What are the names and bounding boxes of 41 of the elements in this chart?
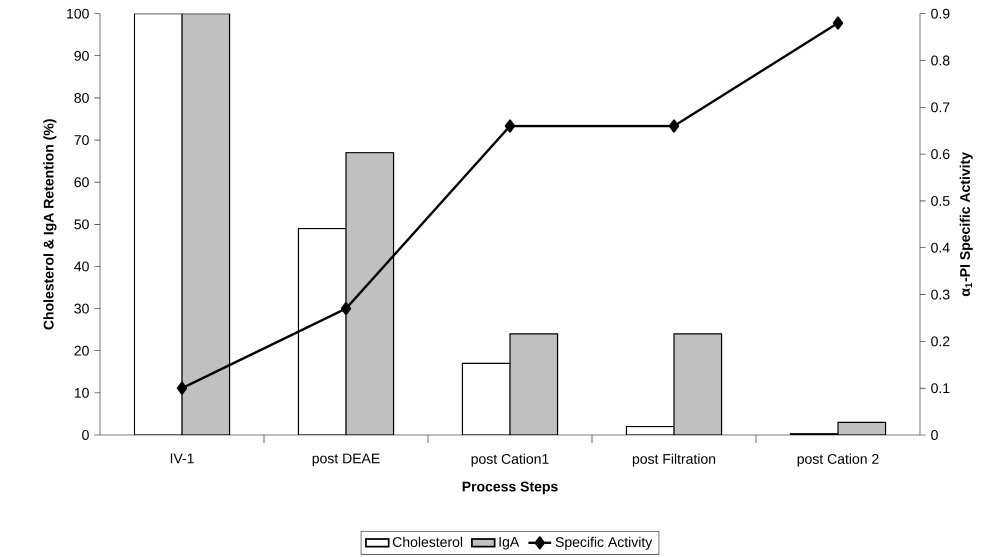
- y-tick-label: 90: [74, 50, 89, 61]
- point: [832, 16, 844, 30]
- y2-tick-label: 0.2: [931, 336, 950, 346]
- point: [176, 382, 188, 395]
- y-tick-label: 40: [74, 262, 89, 272]
- y2-tick-label: 0.4: [931, 242, 950, 253]
- y-tick-label: 10: [74, 388, 89, 398]
- y-axis-title: Cholesterol & IgA Retention (%): [43, 119, 56, 330]
- y-tick-label: 0: [82, 430, 89, 440]
- point: [504, 119, 516, 133]
- x-tick-label: post Cation 2: [798, 454, 879, 467]
- x-tick-label: post DEAE: [312, 454, 380, 466]
- legend-label: IgA: [499, 536, 520, 550]
- y2-tick-label: 0.7: [931, 102, 950, 112]
- x-tick-label: post Cation1: [472, 454, 549, 467]
- y2-tick-label: 0: [931, 430, 938, 440]
- point: [340, 302, 352, 316]
- bar: [509, 333, 558, 435]
- y2-tick-label: 0.5: [931, 196, 950, 206]
- y-tick-label: 70: [74, 135, 89, 146]
- y-tick-label: 60: [74, 177, 89, 188]
- x-tick-label: IV-1: [170, 454, 194, 464]
- y-tick-label: 80: [74, 92, 89, 103]
- bar: [181, 14, 230, 435]
- y2-tick-label: 0.9: [931, 8, 950, 19]
- legend-label: Cholesterol: [392, 536, 462, 548]
- bar: [673, 333, 722, 435]
- y-tick-label: 20: [74, 346, 89, 356]
- x-tick-label: post Filtration: [632, 454, 716, 467]
- legend-label: Specific Activity: [556, 536, 652, 550]
- y2-tick-label: 0.8: [931, 56, 950, 66]
- y-tick-label: 30: [74, 304, 89, 314]
- bar: [345, 152, 394, 435]
- x-axis-title: Process Steps: [462, 482, 558, 494]
- y2-tick-label: 0.3: [931, 290, 950, 300]
- y-tick-label: 50: [74, 219, 89, 230]
- y2-axis-title: α$_{1}$-PI Specific Activity: [960, 152, 973, 296]
- y2-tick-label: 0.6: [931, 149, 950, 160]
- y2-tick-label: 0.1: [931, 383, 950, 394]
- point: [668, 119, 680, 133]
- y-tick-label: 100: [67, 8, 89, 19]
